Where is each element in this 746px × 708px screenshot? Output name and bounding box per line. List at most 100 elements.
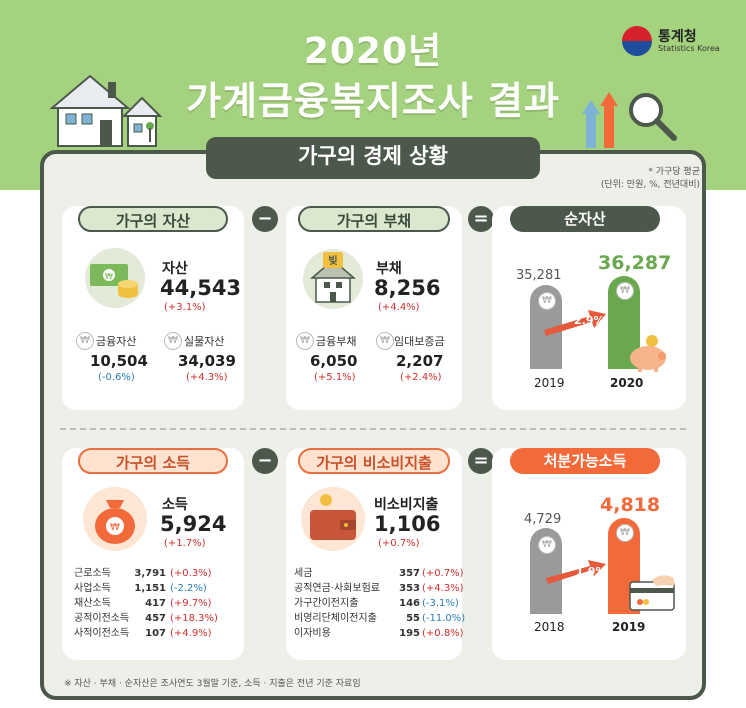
debt-value: 8,256 [374,276,441,300]
list-item-change: (-2.2%) [170,583,207,594]
debt-house-icon: 빚 [303,249,363,309]
financial-assets-change: (-0.6%) [98,372,135,383]
growth-arrow-icon [546,560,606,584]
list-item-change: (+9.7%) [170,598,212,609]
list-item-change: (+4.3%) [422,583,464,594]
income-value: 5,924 [160,512,227,536]
debt-card [286,206,462,410]
nonconsumption-change: (+0.7%) [378,538,420,549]
assets-card [62,206,244,410]
list-item-name: 재산소득 [74,598,111,609]
debt-label: 부채 [376,261,402,277]
minus-operator: − [252,206,278,232]
list-item-name: 세금 [294,568,313,579]
nonconsumption-pill: 가구의 비소비지출 [298,448,450,474]
financial-debt-value: 6,050 [310,352,358,370]
assets-label: 자산 [162,261,188,277]
debt-change: (+4.4%) [378,302,420,313]
list-item: 근로소득 3,791 (+0.3%) [74,566,244,581]
row-divider [60,428,686,430]
won-coin-icon: ₩ [538,292,556,310]
won-coin-icon: ₩ [296,332,314,350]
list-item: 사적이전소득 107 (+4.9%) [74,626,244,641]
income-breakdown-list: 근로소득 3,791 (+0.3%) 사업소득 1,151 (-2.2%) 재산소득 41… [74,566,244,641]
disposable-year-2018: 2018 [534,620,565,634]
income-card [62,448,244,660]
statistics-korea-emblem-icon [622,26,652,56]
list-item-change: (+18.3%) [170,613,218,624]
list-item-change: (-11.0%) [422,613,466,624]
list-item-name: 이자비용 [294,628,331,639]
real-assets-change: (+4.3%) [186,372,228,383]
list-item: 공적이전소득 457 (+18.3%) [74,611,244,626]
list-item-name: 사업소득 [74,583,111,594]
list-item-change: (+0.3%) [170,568,212,579]
list-item-name: 가구간이전지출 [294,598,359,609]
list-item-name: 공적연금·사회보험료 [294,583,380,594]
income-pill: 가구의 소득 [78,448,228,474]
assets-pill: 가구의 자산 [78,206,228,232]
list-item-value: 195 [399,628,420,639]
net-assets-growth: 2.9% [574,314,605,327]
debt-icon-text: 빚 [328,254,337,267]
list-item-value: 1,151 [134,583,166,594]
list-item-value: 3,791 [134,568,166,579]
header-year: 2020년 [303,31,443,72]
financial-assets-label: 금융자산 [96,335,137,348]
disposable-value-2019: 4,818 [600,494,661,516]
logo-name: 통계청 [658,29,697,45]
net-assets-year-2020: 2020 [610,376,644,390]
financial-debt-change: (+5.1%) [314,372,356,383]
lease-deposit-change: (+2.4%) [400,372,442,383]
list-item-value: 353 [399,583,420,594]
minus-operator: − [252,448,278,474]
nonconsumption-label: 비소비지출 [374,497,439,513]
list-item: 비영리단체이전지출 55 (-11.0%) [294,611,466,626]
won-coin-icon: ₩ [538,536,556,554]
list-item: 이자비용 195 (+0.8%) [294,626,466,641]
list-item-change: (+0.8%) [422,628,464,639]
nonconsumption-value: 1,106 [374,512,441,536]
financial-assets-value: 10,504 [90,352,148,370]
money-bills-icon: ₩ [85,248,145,308]
list-item-value: 417 [145,598,166,609]
growth-arrows-magnifier-icon [582,92,677,148]
disposable-income-pill: 처분가능소득 [510,448,660,474]
house-illustration-icon [50,74,163,147]
list-item: 가구간이전지출 146 (-3.1%) [294,596,466,611]
money-bag-icon: ₩ [83,487,147,551]
list-item-name: 비영리단체이전지출 [294,613,377,624]
list-item: 공적연금·사회보험료 353 (+4.3%) [294,581,466,596]
assets-change: (+3.1%) [164,302,206,313]
net-assets-pill: 순자산 [510,206,660,232]
equals-operator: = [468,206,494,232]
nonconsumption-breakdown-list: 세금 357 (+0.7%) 공적연금·사회보험료 353 (+4.3%) 가구간이전지… [294,566,466,641]
list-item: 재산소득 417 (+9.7%) [74,596,244,611]
net-assets-year-2019: 2019 [534,376,565,390]
unit-note: * 가구당 평균 (단위: 만원, %, 전년대비) [540,166,700,192]
won-coin-icon: ₩ [376,332,394,350]
list-item-name: 근로소득 [74,568,111,579]
lease-deposit-value: 2,207 [396,352,444,370]
page-title: 가계금융복지조사 결과 [186,79,560,123]
income-label: 소득 [162,497,188,513]
income-change: (+1.7%) [164,538,206,549]
list-item-value: 146 [399,598,420,609]
note-unit: (단위: 만원, %, 전년대비) [600,180,700,190]
disposable-growth: 1.9% [576,565,607,578]
wallet-icon [301,487,365,551]
list-item: 세금 357 (+0.7%) [294,566,466,581]
won-coin-icon: ₩ [164,332,182,350]
won-coin-icon: ₩ [616,524,634,542]
list-item-value: 107 [145,628,166,639]
section-tab [206,137,540,179]
list-item-change: (+4.9%) [170,628,212,639]
footnote: ※ 자산 · 부채 · 순자산은 조사연도 3월말 기준, 소득 · 지출은 전… [64,679,361,689]
list-item-change: (+0.7%) [422,568,464,579]
note-average: * 가구당 평균 [648,167,700,177]
real-assets-value: 34,039 [178,352,236,370]
real-assets-label: 실물자산 [184,335,225,348]
section-title: 가구의 경제 상황 [298,144,448,168]
won-coin-icon: ₩ [76,332,94,350]
disposable-value-2018: 4,729 [524,512,562,527]
